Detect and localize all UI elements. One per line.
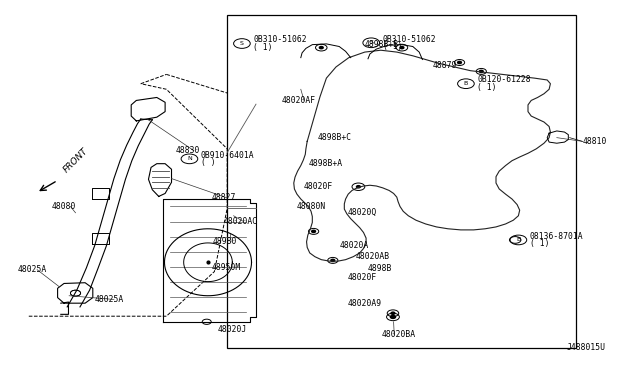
Text: 48080N: 48080N [297,202,326,211]
Text: 48020A: 48020A [339,241,369,250]
Circle shape [390,315,396,318]
Text: J488015U: J488015U [566,343,605,352]
Text: 48020BA: 48020BA [381,330,415,339]
Circle shape [319,46,323,49]
Text: 48950M: 48950M [211,263,241,272]
Text: 48020Q: 48020Q [348,208,377,217]
Text: 4898B+B: 4898B+B [365,40,399,49]
Text: N: N [187,156,192,161]
Circle shape [458,61,461,64]
Text: B: B [516,237,520,243]
Circle shape [331,259,335,262]
Bar [227,15,576,348]
Text: ( 1): ( 1) [253,43,273,52]
Text: 48020F: 48020F [348,273,377,282]
Circle shape [312,230,316,232]
Text: 48827: 48827 [211,193,236,202]
Text: 48020AB: 48020AB [355,252,389,261]
Text: 48025A: 48025A [18,265,47,274]
Text: 48025A: 48025A [95,295,124,304]
Circle shape [479,70,483,73]
Text: 4898B+C: 4898B+C [318,133,352,142]
Text: 48020AC: 48020AC [224,217,258,226]
Text: S: S [369,40,373,45]
Text: 48810: 48810 [582,137,607,146]
Text: 48020AF: 48020AF [282,96,316,105]
Text: ( 1): ( 1) [530,239,549,248]
Text: 0B310-51062: 0B310-51062 [383,35,436,44]
Text: 0B120-61228: 0B120-61228 [477,76,531,84]
Circle shape [400,46,404,49]
Text: 48830: 48830 [176,146,200,155]
Text: ( ): ( ) [201,158,216,167]
Text: 48020F: 48020F [304,182,333,190]
Text: 08136-8701A: 08136-8701A [530,232,584,241]
Text: 48020A9: 48020A9 [348,299,381,308]
Text: 4898B+A: 4898B+A [309,159,343,168]
Text: 48080: 48080 [51,202,76,211]
Text: ( 1): ( 1) [383,42,402,51]
Circle shape [391,312,395,314]
Text: 4898B: 4898B [368,264,392,273]
Text: 48020J: 48020J [218,325,247,334]
Text: 48980: 48980 [213,237,237,246]
Text: 0B310-51062: 0B310-51062 [253,35,307,44]
Text: FRONT: FRONT [62,147,90,175]
Text: ( 1): ( 1) [477,83,497,92]
Text: B: B [464,81,468,86]
Text: 48879: 48879 [433,61,457,70]
Circle shape [356,186,360,188]
Text: S: S [240,41,244,46]
Text: 0B910-6401A: 0B910-6401A [201,151,255,160]
